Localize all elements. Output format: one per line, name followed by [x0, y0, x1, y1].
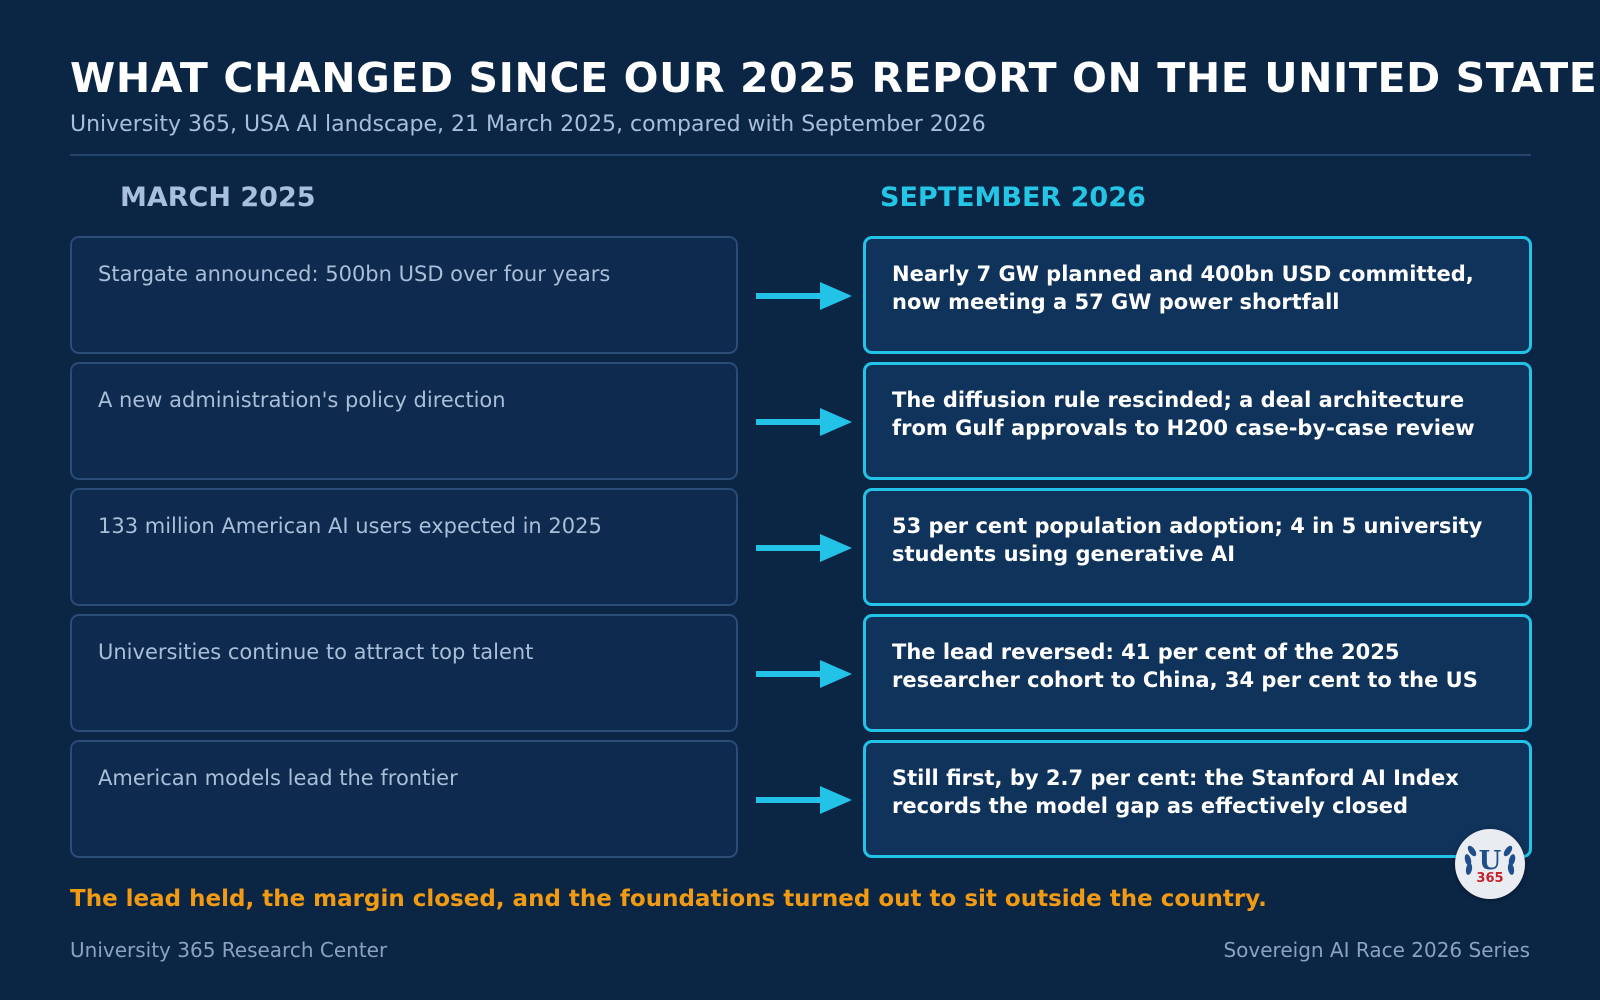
before-card: American models lead the frontier — [70, 740, 738, 858]
after-card: Nearly 7 GW planned and 400bn USD commit… — [863, 236, 1532, 354]
arrow-right-icon — [756, 534, 852, 562]
page-title: WHAT CHANGED SINCE OUR 2025 REPORT ON TH… — [70, 54, 1600, 102]
arrow-right-icon — [756, 786, 852, 814]
before-card: Stargate announced: 500bn USD over four … — [70, 236, 738, 354]
comparison-rows: Stargate announced: 500bn USD over four … — [70, 236, 1532, 866]
arrow-right-icon — [756, 660, 852, 688]
before-card: A new administration's policy direction — [70, 362, 738, 480]
header-divider — [70, 154, 1531, 156]
after-card: The diffusion rule rescinded; a deal arc… — [863, 362, 1532, 480]
logo-letter: U — [1479, 846, 1502, 876]
key-takeaway: The lead held, the margin closed, and th… — [70, 886, 1267, 912]
after-card: Still first, by 2.7 per cent: the Stanfo… — [863, 740, 1532, 858]
comparison-row: Stargate announced: 500bn USD over four … — [70, 236, 1532, 354]
comparison-row: Universities continue to attract top tal… — [70, 614, 1532, 732]
footer-organization: University 365 Research Center — [70, 938, 388, 962]
after-card: 53 per cent population adoption; 4 in 5 … — [863, 488, 1532, 606]
university-365-logo-icon: U 365 — [1455, 829, 1525, 899]
column-heading-before: MARCH 2025 — [120, 182, 316, 213]
comparison-row: 133 million American AI users expected i… — [70, 488, 1532, 606]
before-card: Universities continue to attract top tal… — [70, 614, 738, 732]
arrow-right-icon — [756, 282, 852, 310]
page-subtitle: University 365, USA AI landscape, 21 Mar… — [70, 112, 986, 137]
before-card: 133 million American AI users expected i… — [70, 488, 738, 606]
logo-number: 365 — [1476, 871, 1504, 886]
after-card: The lead reversed: 41 per cent of the 20… — [863, 614, 1532, 732]
footer-series: Sovereign AI Race 2026 Series — [1223, 938, 1530, 962]
comparison-row: American models lead the frontier Still … — [70, 740, 1532, 858]
laurel-wreath-icon: U — [1464, 845, 1516, 876]
arrow-right-icon — [756, 408, 852, 436]
column-heading-after: SEPTEMBER 2026 — [880, 182, 1146, 213]
comparison-row: A new administration's policy direction … — [70, 362, 1532, 480]
